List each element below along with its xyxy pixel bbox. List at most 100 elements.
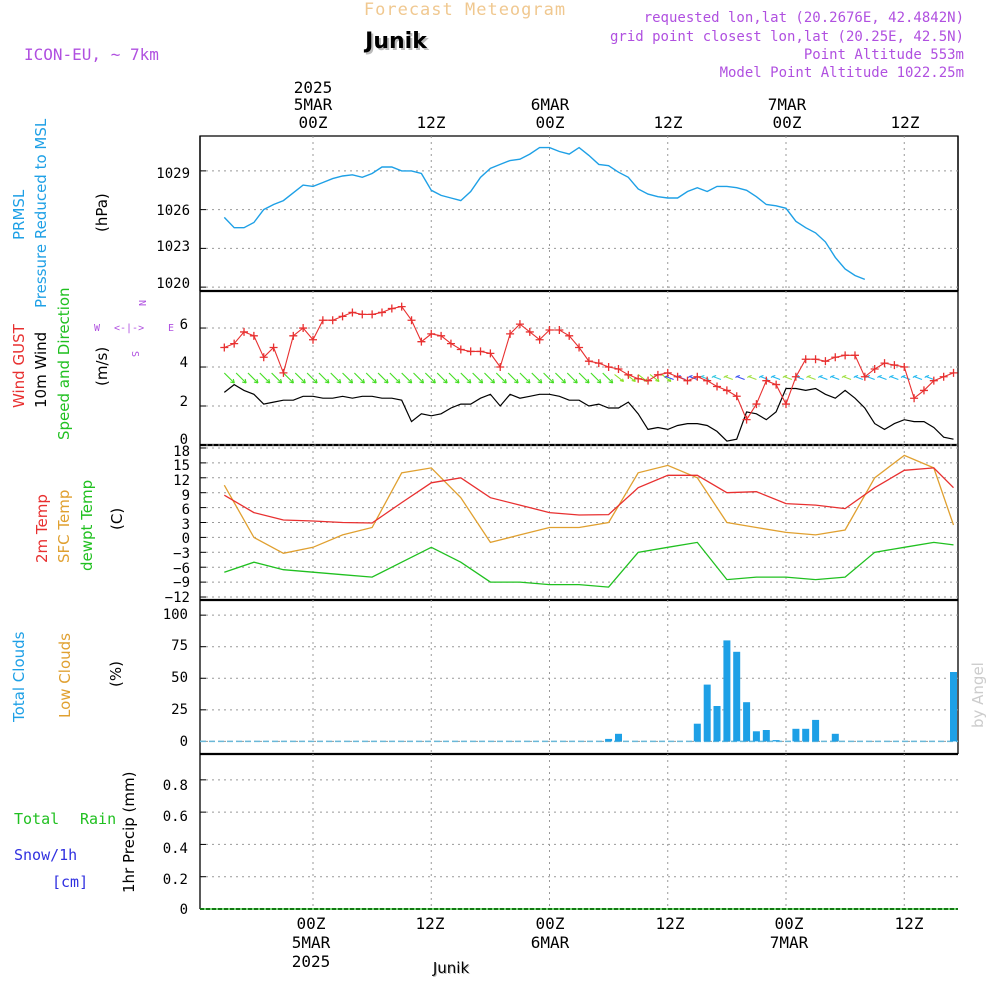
wind-direction-arrow	[614, 374, 624, 382]
pressure-tick: 1023	[156, 239, 190, 255]
wind-direction-arrow	[819, 375, 828, 381]
wind-arrow-head	[395, 378, 401, 384]
wind-direction-arrow	[223, 372, 235, 384]
gust-marker	[604, 363, 613, 372]
wind10m-line	[223, 383, 954, 442]
wind-direction-arrow	[543, 372, 554, 384]
bottom-hour-label: 00Z	[775, 914, 804, 933]
cloud-bar	[762, 730, 770, 742]
wind-arrow-head	[596, 378, 602, 384]
pressure-tick: 1029	[156, 166, 190, 182]
gust-marker	[506, 329, 515, 338]
gust-marker	[634, 374, 643, 383]
sfc-temp-line	[223, 454, 955, 554]
model-label: ICON-EU, ~ 7km	[24, 45, 159, 64]
point-altitude: Point Altitude 553m	[804, 47, 964, 63]
wind-arrow-head	[443, 378, 448, 384]
location-title: Junik	[363, 29, 428, 54]
gust-marker	[841, 351, 850, 360]
wind-direction-arrow	[448, 372, 460, 384]
top-hour-label: 12Z	[891, 113, 920, 132]
compass-north: N	[136, 300, 147, 306]
wind-direction-arrow	[590, 372, 602, 384]
wind-direction-arrow	[531, 372, 543, 384]
wind-arrow-head	[336, 378, 342, 384]
wind-arrow-head	[806, 374, 811, 379]
cloud-bar	[743, 702, 751, 742]
gust-marker	[259, 353, 268, 362]
gust-marker	[722, 386, 731, 395]
wind-direction-arrow	[472, 372, 484, 384]
gust-marker	[427, 329, 436, 338]
temp2m-label: 2m Temp	[33, 494, 51, 563]
wind-tick: 6	[180, 317, 188, 333]
wind-direction-arrow	[748, 375, 757, 381]
cloud-bar	[772, 740, 780, 742]
gust-marker	[230, 339, 239, 348]
requested-coords: requested lon,lat (20.2676E, 42.4842N)	[644, 10, 964, 26]
wind-arrow-head	[549, 378, 555, 384]
top-day-label: 7MAR	[768, 95, 807, 114]
gust-marker	[663, 368, 672, 377]
gust-marker	[939, 372, 948, 381]
credit-watermark: by Angel	[969, 662, 987, 728]
gust-marker	[831, 353, 840, 362]
cloud-panel-labels: Total Clouds Low Clouds (%)	[10, 631, 125, 723]
gust-marker	[437, 331, 446, 340]
wind-direction-arrow	[519, 372, 531, 384]
temp-tick: 9	[182, 488, 190, 504]
wind-arrow-head	[735, 374, 740, 379]
gust-marker	[644, 376, 653, 385]
gust-marker	[929, 376, 938, 385]
gust-marker	[476, 347, 485, 356]
cloud-bar	[802, 728, 810, 742]
wind-arrow-head	[348, 378, 354, 384]
temp-panel-labels: 2m Temp SFC Temp dewpt Temp (C)	[33, 480, 126, 571]
top-hour-label: 00Z	[299, 113, 328, 132]
wind-arrow-head	[289, 378, 294, 384]
speed-direction-label: Speed and Direction	[55, 287, 73, 440]
gust-marker	[338, 312, 347, 321]
compass-west: W	[94, 323, 101, 334]
wind-arrow-head	[573, 378, 578, 384]
wind-arrow-head	[324, 378, 330, 384]
compass-east: E	[168, 323, 174, 334]
bottom-hour-label: 12Z	[895, 914, 924, 933]
wind-direction-arrow	[413, 372, 424, 384]
wind-arrow-head	[513, 378, 519, 384]
gust-marker	[318, 316, 327, 325]
wind-direction-arrow	[377, 372, 389, 384]
gust-marker	[713, 382, 722, 391]
wind-arrow-head	[584, 378, 590, 384]
total-clouds-label: Total Clouds	[10, 631, 28, 723]
wind-direction-arrow	[235, 372, 247, 384]
gust-marker	[703, 376, 712, 385]
wind-direction-arrow	[365, 372, 377, 384]
wind-direction-arrow	[925, 375, 935, 381]
wind-direction-arrow	[901, 375, 911, 381]
pressure-line	[223, 146, 866, 281]
wind-arrow-head	[265, 378, 271, 384]
gust-marker	[919, 386, 928, 395]
top-hour-label: 12Z	[417, 113, 446, 132]
wind-direction-arrow	[913, 375, 923, 381]
gust-marker	[683, 376, 692, 385]
gust-marker	[614, 364, 623, 373]
wind-arrow-head	[912, 374, 918, 379]
compass-arrow: <-|->	[114, 323, 144, 334]
gust-marker	[860, 372, 869, 381]
wind-arrow-head	[770, 374, 776, 379]
temp-tick: 0	[182, 531, 190, 547]
wind-direction-arrow	[783, 375, 793, 381]
wind-arrow-head	[758, 374, 764, 379]
gust-marker	[732, 392, 741, 401]
wind-arrow-head	[853, 374, 859, 379]
gust-marker	[496, 363, 505, 372]
top-year: 2025	[294, 78, 333, 97]
cloud-tick: 25	[171, 702, 188, 718]
pressure-unit: (hPa)	[93, 193, 111, 232]
total-label: Total	[14, 810, 59, 828]
gust-marker	[249, 331, 258, 340]
gust-marker	[299, 324, 308, 333]
rain-label: Rain	[80, 810, 116, 828]
